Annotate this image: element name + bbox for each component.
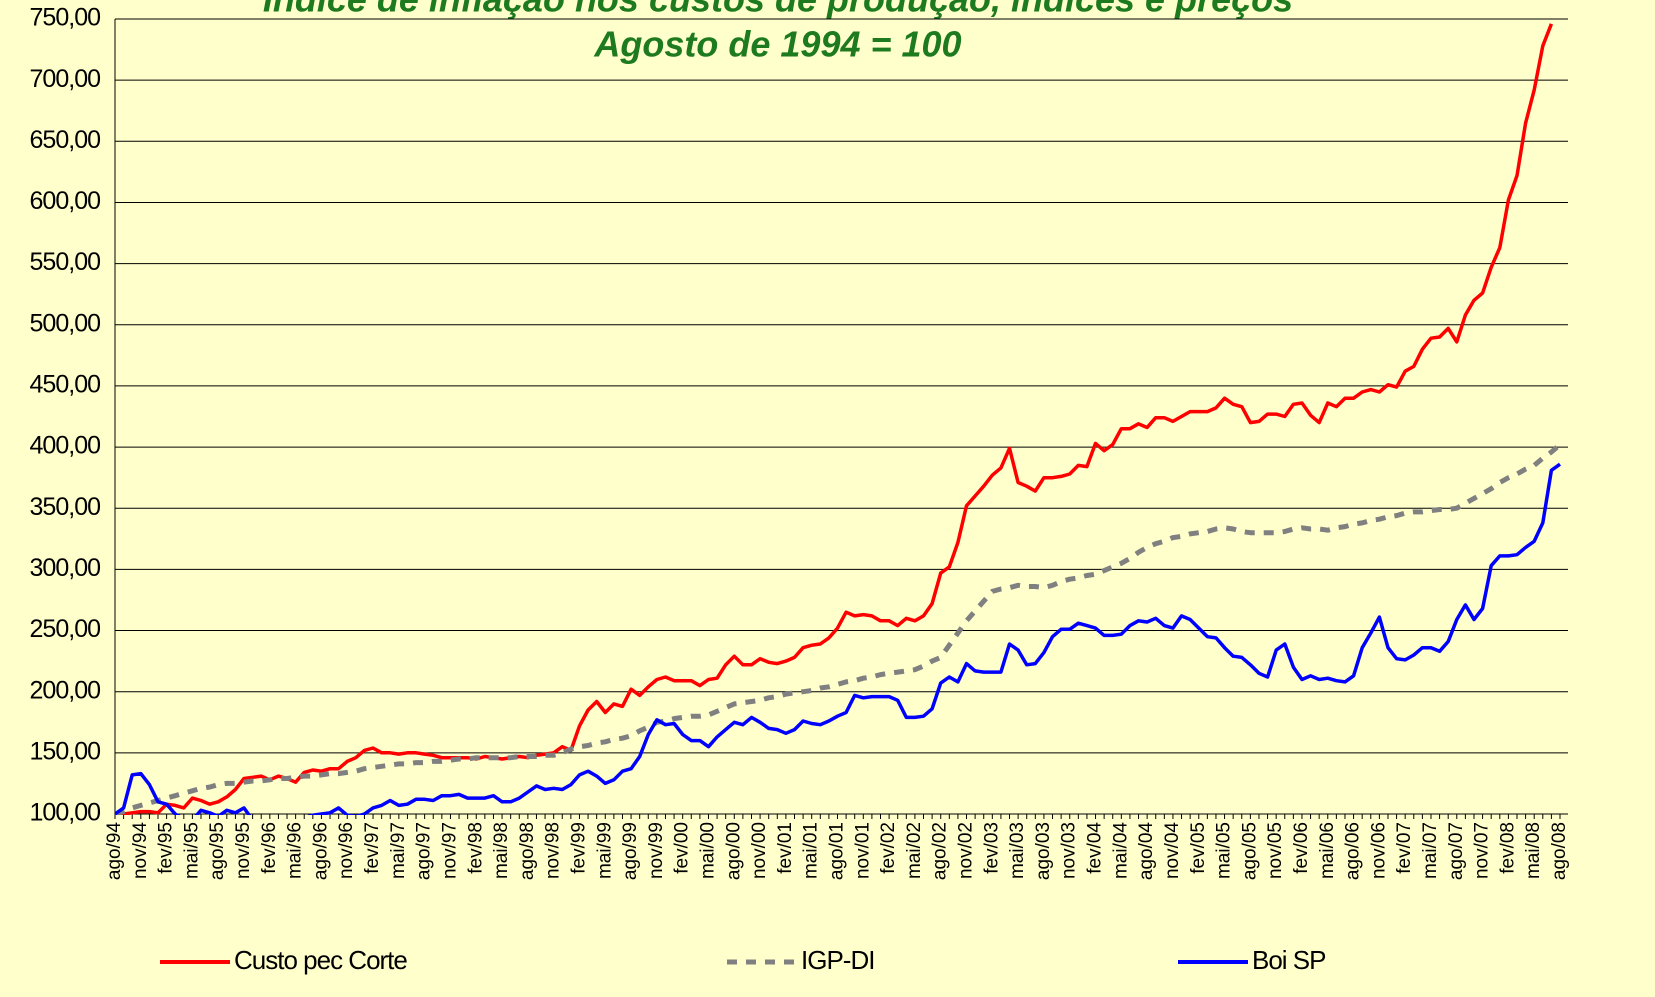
x-tick-label: fev/98 (465, 822, 486, 874)
x-tick-label: fev/05 (1188, 822, 1209, 874)
y-tick-label: 350,00 (30, 493, 101, 521)
y-tick-label: 550,00 (30, 248, 101, 276)
x-tick-label: nov/98 (543, 822, 564, 879)
chart-subtitle: Agosto de 1994 = 100 (593, 24, 961, 65)
legend-label: IGP-DI (801, 945, 874, 975)
y-tick-label: 150,00 (30, 737, 101, 765)
y-tick-label: 700,00 (30, 65, 101, 93)
x-tick-label: nov/94 (130, 822, 151, 879)
x-tick-label: ago/99 (620, 822, 641, 880)
x-tick-label: mai/03 (1007, 822, 1028, 879)
x-tick-label: nov/97 (439, 822, 460, 879)
x-tick-label: fev/08 (1497, 822, 1518, 874)
chart-title: Índice de inflação nos custos de produçã… (263, 0, 1293, 20)
y-tick-label: 250,00 (30, 615, 101, 643)
x-tick-label: mai/96 (285, 822, 306, 879)
x-tick-label: ago/02 (930, 822, 951, 880)
x-tick-label: ago/05 (1239, 822, 1260, 880)
x-tick-label: ago/94 (104, 822, 125, 881)
x-tick-label: mai/08 (1523, 822, 1544, 879)
y-tick-label: 600,00 (30, 187, 101, 215)
x-tick-label: mai/00 (697, 822, 718, 879)
y-tick-label: 450,00 (30, 371, 101, 399)
x-tick-label: mai/95 (181, 822, 202, 879)
x-tick-label: nov/03 (1059, 822, 1080, 879)
x-tick-label: ago/97 (414, 822, 435, 880)
y-tick-label: 400,00 (30, 432, 101, 460)
x-tick-label: mai/99 (594, 822, 615, 879)
plot-area (115, 23, 1562, 815)
x-tick-label: ago/01 (827, 822, 848, 880)
x-tick-label: fev/96 (259, 822, 280, 874)
x-tick-label: nov/06 (1368, 822, 1389, 879)
series-line (115, 462, 1562, 815)
x-tick-label: fev/00 (672, 822, 693, 874)
y-tick-label: 750,00 (30, 4, 101, 32)
x-tick-label: mai/02 (904, 822, 925, 879)
x-tick-label: mai/06 (1317, 822, 1338, 879)
y-tick-label: 300,00 (30, 554, 101, 582)
x-tick-label: nov/96 (336, 822, 357, 879)
y-tick-label: 650,00 (30, 126, 101, 154)
x-tick-label: mai/97 (388, 822, 409, 879)
x-tick-label: fev/95 (156, 822, 177, 874)
legend-label: Boi SP (1252, 945, 1326, 975)
x-tick-label: mai/05 (1214, 822, 1235, 879)
x-tick-label: ago/04 (1136, 822, 1157, 881)
x-tick-label: fev/97 (362, 822, 383, 874)
x-tick-label: fev/07 (1394, 822, 1415, 874)
x-tick-label: nov/05 (1265, 822, 1286, 879)
x-tick-label: fev/99 (568, 822, 589, 874)
x-tick-label: ago/07 (1446, 822, 1467, 880)
x-tick-label: fev/04 (1085, 822, 1106, 874)
legend-label: Custo pec Corte (234, 945, 407, 975)
x-tick-label: ago/03 (1033, 822, 1054, 880)
x-tick-label: ago/00 (723, 822, 744, 880)
x-tick-label: nov/04 (1162, 822, 1183, 879)
y-tick-label: 100,00 (30, 799, 101, 827)
x-tick-label: mai/01 (801, 822, 822, 879)
x-tick-label: fev/01 (775, 822, 796, 874)
x-tick-label: nov/99 (646, 822, 667, 879)
x-tick-label: ago/98 (517, 822, 538, 880)
x-tick-label: nov/01 (852, 822, 873, 879)
y-tick-label: 200,00 (30, 676, 101, 704)
x-tick-label: mai/07 (1420, 822, 1441, 879)
x-tick-label: nov/02 (956, 822, 977, 879)
y-tick-label: 500,00 (30, 309, 101, 337)
x-tick-label: ago/08 (1549, 822, 1570, 880)
x-tick-label: ago/06 (1343, 822, 1364, 880)
x-tick-label: nov/00 (749, 822, 770, 879)
series-line (115, 23, 1554, 815)
x-tick-label: mai/04 (1110, 822, 1131, 879)
x-tick-label: fev/02 (878, 822, 899, 874)
x-tick-label: nov/95 (233, 822, 254, 879)
x-tick-label: nov/07 (1472, 822, 1493, 879)
x-tick-label: mai/98 (491, 822, 512, 879)
x-tick-label: ago/96 (310, 822, 331, 880)
x-tick-label: fev/06 (1291, 822, 1312, 874)
x-tick-label: ago/95 (207, 822, 228, 880)
x-tick-label: fev/03 (981, 822, 1002, 874)
